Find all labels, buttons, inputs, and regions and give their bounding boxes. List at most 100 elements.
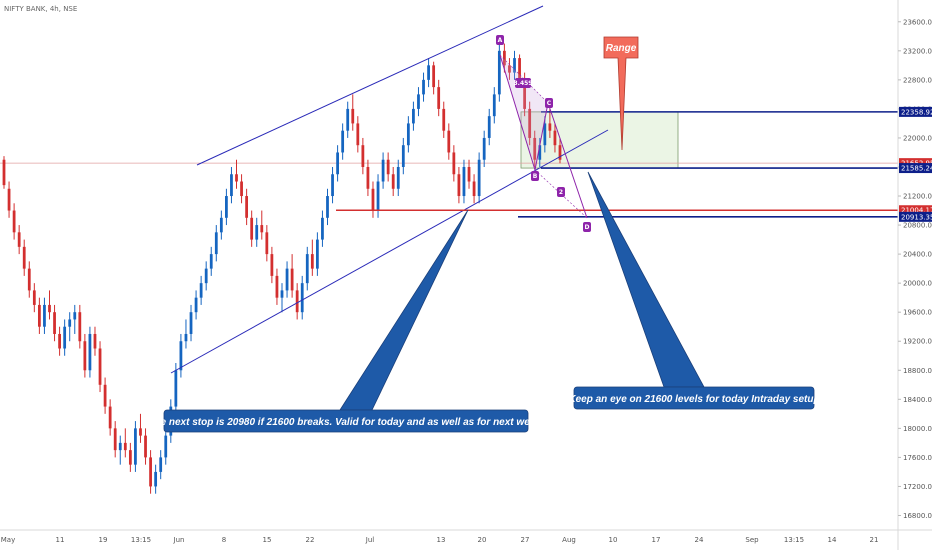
range-flag-shape xyxy=(603,36,639,151)
candle-body xyxy=(452,152,456,175)
x-tick-label: Aug xyxy=(562,536,576,544)
y-tick-label: 21200.00 xyxy=(903,193,932,201)
candle xyxy=(230,166,233,204)
candle xyxy=(159,450,163,480)
candle xyxy=(356,116,360,153)
candle-body xyxy=(48,304,51,313)
candle-body xyxy=(240,181,243,197)
candle xyxy=(68,312,72,342)
candle xyxy=(37,297,41,334)
channel-upper-line xyxy=(196,5,544,166)
price-tag-bg xyxy=(899,163,932,174)
candle xyxy=(270,246,274,284)
candle-body xyxy=(58,333,61,349)
candle-body xyxy=(412,108,415,124)
candle xyxy=(432,61,436,95)
candle-body xyxy=(204,268,208,284)
pattern-point: D xyxy=(583,222,591,232)
candle-body xyxy=(528,108,532,138)
pattern-point-label: 3.459 xyxy=(514,80,533,87)
candle xyxy=(452,145,456,182)
price-tag-label: 20913.35 xyxy=(901,213,932,221)
candle xyxy=(260,210,264,240)
candle xyxy=(412,101,415,131)
candle-body xyxy=(103,384,107,407)
candle xyxy=(83,333,87,378)
candle-body xyxy=(149,457,152,487)
symbol-title: NIFTY BANK, 4h, NSE xyxy=(4,5,78,13)
price-tag-bg xyxy=(899,205,932,216)
y-tick-label: 18000.00 xyxy=(903,425,932,433)
candle-body xyxy=(396,166,400,189)
callout-left: The next stop is 20980 if 21600 breaks. … xyxy=(148,209,544,433)
x-tick-label: 21 xyxy=(870,536,879,544)
candle-body xyxy=(381,159,385,182)
candle xyxy=(300,275,304,320)
candle-body xyxy=(315,239,319,269)
candle-body xyxy=(533,137,537,160)
candle xyxy=(73,304,77,334)
candle-body xyxy=(159,457,163,472)
candle-body xyxy=(108,406,112,429)
pattern-point-label: C xyxy=(547,100,552,107)
range-label: Range xyxy=(606,43,637,54)
candle-body xyxy=(43,304,46,327)
candle xyxy=(427,58,430,88)
candle-body xyxy=(548,123,552,131)
callout-right-text: Keep an eye on 21600 levels for today In… xyxy=(568,394,819,405)
candle-body xyxy=(214,232,218,255)
candle-body xyxy=(351,108,355,124)
candle xyxy=(326,188,329,226)
pattern-point-label: B xyxy=(533,173,538,180)
candle xyxy=(381,152,385,189)
candle-body xyxy=(300,283,304,313)
candle xyxy=(199,275,203,305)
y-tick-label: 22800.00 xyxy=(903,76,932,84)
candle-body xyxy=(321,217,324,240)
candle-body xyxy=(366,166,370,189)
candle-body xyxy=(270,254,274,276)
pattern-point-bg xyxy=(545,98,553,108)
candle xyxy=(366,159,370,197)
candle xyxy=(118,435,122,465)
candle-body xyxy=(538,145,542,160)
candle xyxy=(558,137,562,164)
x-axis[interactable]: May 11 19 13:15 Jun 8 15 22 Jul 13 20 27 Aug 10 17 24 Se… xyxy=(0,529,932,544)
y-tick-label: 19200.00 xyxy=(903,338,932,346)
candle xyxy=(346,101,350,138)
candle xyxy=(43,297,46,334)
candle-body xyxy=(376,181,380,211)
candle-body xyxy=(346,108,350,131)
candle xyxy=(108,399,112,436)
y-axis[interactable]: 23600.0023200.0022800.0022400.0022000.00… xyxy=(897,0,932,550)
range-zone-layer xyxy=(0,111,898,169)
pattern-point-bg xyxy=(583,222,591,232)
candle-body xyxy=(88,333,92,371)
callout-left-box xyxy=(163,409,529,433)
x-tick-label: 19 xyxy=(99,536,108,544)
callout-right: Keep an eye on 21600 levels for today In… xyxy=(568,171,820,410)
pattern-layer: A B C D 3.459 2 xyxy=(496,35,591,232)
candle xyxy=(305,246,309,291)
candle-body xyxy=(503,50,506,66)
candle xyxy=(275,268,279,305)
candle-body xyxy=(391,174,395,189)
y-tick-label: 20000.00 xyxy=(903,280,932,288)
pattern-point-bg xyxy=(531,171,539,181)
candle xyxy=(93,326,97,356)
candles-layer xyxy=(2,43,562,494)
pattern-point-bg xyxy=(557,187,565,197)
candle-body xyxy=(305,254,309,284)
candle xyxy=(406,116,410,153)
candle-body xyxy=(83,341,87,371)
candle xyxy=(48,290,51,320)
candle-body xyxy=(492,94,496,117)
candle-body xyxy=(518,58,521,80)
callout-left-text: The next stop is 20980 if 21600 breaks. … xyxy=(148,417,543,428)
candle-body xyxy=(245,196,249,218)
candle xyxy=(331,166,334,204)
candle-body xyxy=(219,217,223,233)
price-tag: 22358.92 xyxy=(899,106,932,117)
candle-body xyxy=(513,58,516,73)
